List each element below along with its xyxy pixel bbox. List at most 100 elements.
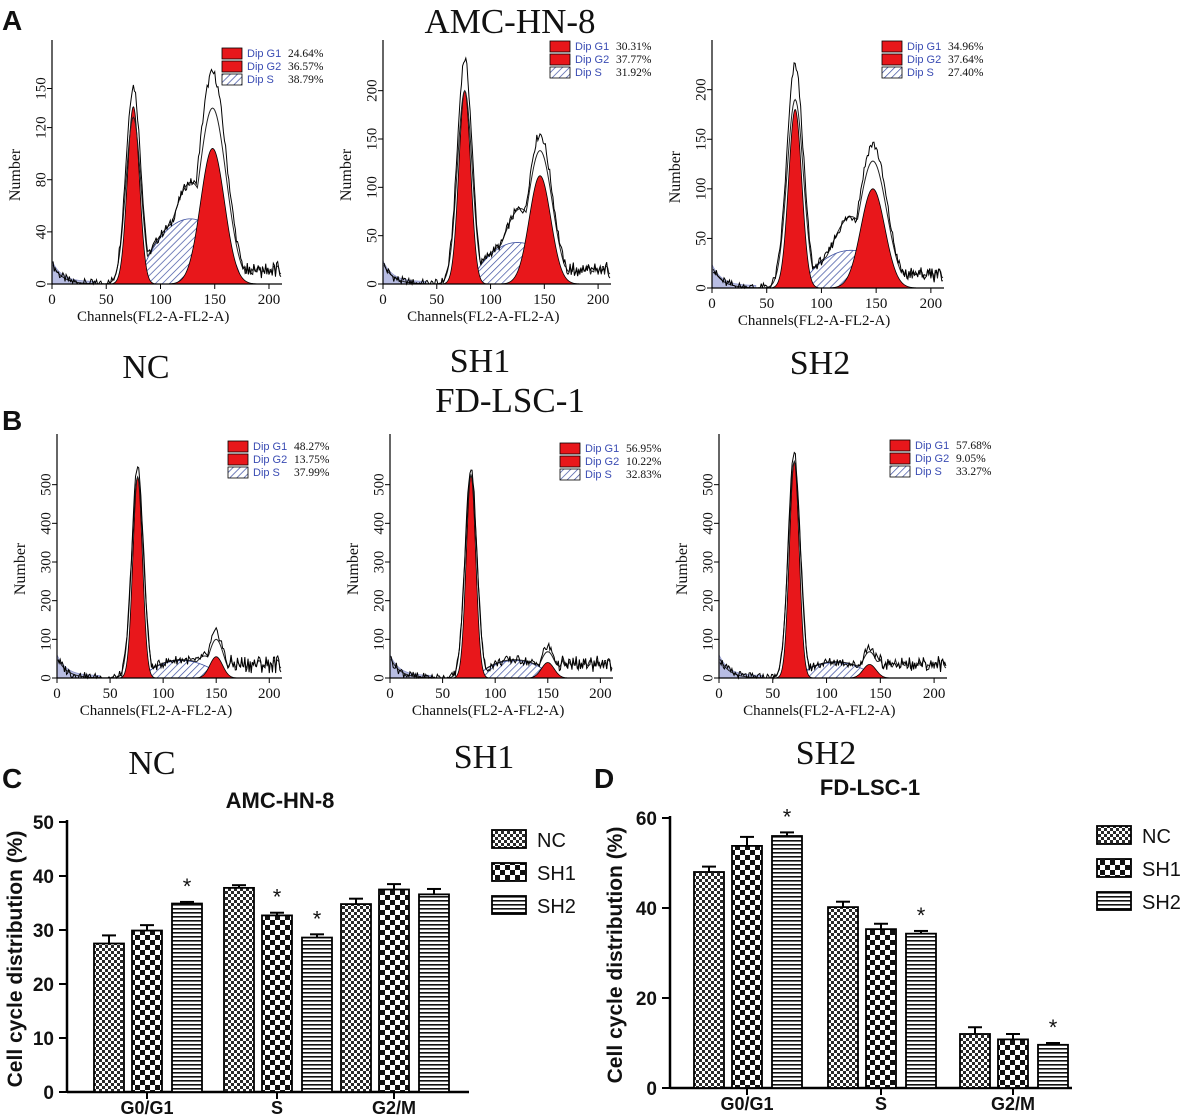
histogram-fdlsc-sh2: 0 50 100 150 200 0 100 200 300 400 500 Channels(FL2… xyxy=(674,434,992,772)
x-axis-label: Channels(FL2-A-FL2-A) xyxy=(77,309,229,325)
y-tick-label: 400 xyxy=(371,512,387,535)
x-tick-label: 0 xyxy=(48,292,56,308)
legend-swatch xyxy=(227,440,249,453)
x-axis-label: Channels(FL2-A-FL2-A) xyxy=(407,309,559,325)
sample-label: SH2 xyxy=(790,345,850,382)
y-tick-label: 10 xyxy=(33,1029,54,1050)
y-tick-label: 20 xyxy=(33,975,54,996)
category-label: G0/G1 xyxy=(120,1098,173,1118)
y-axis-label: Number xyxy=(338,148,355,201)
y-tick-label: 100 xyxy=(700,628,716,651)
y-tick-label: 80 xyxy=(33,172,49,187)
g1-peak xyxy=(109,106,158,285)
legend-percent: 9.05% xyxy=(956,453,986,465)
sample-label: NC xyxy=(122,349,169,386)
legend-percent: 48.27% xyxy=(294,441,330,453)
raw-data-line xyxy=(57,465,282,680)
legend-percent: 33.27% xyxy=(956,466,992,478)
chart-title: FD-LSC-1 xyxy=(820,775,920,800)
y-tick-label: 100 xyxy=(364,176,380,199)
g2-peak xyxy=(164,148,261,285)
x-tick-label: 150 xyxy=(533,292,556,308)
legend-swatch xyxy=(549,66,571,79)
y-tick-label: 200 xyxy=(371,589,387,612)
x-tick-label: 0 xyxy=(708,296,716,312)
bar-sh1 xyxy=(865,928,897,1089)
y-axis-label: Cell cycle distribution (%) xyxy=(4,831,27,1088)
y-axis-label: Cell cycle distribution (%) xyxy=(604,827,627,1084)
bar-sh2 xyxy=(905,932,937,1089)
legend-swatch xyxy=(881,66,903,79)
y-axis-label: Number xyxy=(674,542,691,595)
legend-swatch xyxy=(491,829,527,849)
bar-nc xyxy=(959,1033,991,1089)
legend-label: Dip G1 xyxy=(907,41,941,53)
histogram-fdlsc-nc: 0 50 100 150 200 0 100 200 300 400 500 Channels(FL2… xyxy=(12,434,330,782)
x-tick-label: 50 xyxy=(429,292,444,308)
category-label: S xyxy=(271,1098,283,1118)
y-tick-label: 30 xyxy=(33,921,54,942)
raw-data-line xyxy=(52,68,282,286)
bar-sh2 xyxy=(171,902,203,1093)
legend-swatch xyxy=(889,465,911,478)
legend-label: Dip G1 xyxy=(915,440,949,452)
x-axis-label: Channels(FL2-A-FL2-A) xyxy=(80,703,232,719)
legend-swatch xyxy=(881,53,903,66)
x-tick-label: 150 xyxy=(865,296,888,312)
legend-label: SH2 xyxy=(537,896,576,918)
y-tick-label: 150 xyxy=(33,77,49,100)
legend-percent: 56.95% xyxy=(626,443,662,455)
bar-sh2 xyxy=(771,835,803,1089)
sample-label: SH1 xyxy=(450,343,510,380)
legend-percent: 31.92% xyxy=(616,67,652,79)
legend-swatch xyxy=(491,895,527,915)
significance-star: * xyxy=(1049,1015,1058,1040)
histogram-fdlsc-sh1: 0 50 100 150 200 0 100 200 300 400 500 Channels(FL2… xyxy=(345,434,662,776)
x-tick-label: 0 xyxy=(53,686,61,702)
y-tick-label: 40 xyxy=(636,899,657,920)
y-tick-label: 40 xyxy=(33,224,49,239)
legend-label: NC xyxy=(537,830,566,852)
legend-percent: 24.64% xyxy=(288,48,324,60)
bar-nc xyxy=(93,942,125,1093)
legend-swatch xyxy=(881,40,903,53)
model-fit-line xyxy=(719,459,947,679)
x-tick-label: 150 xyxy=(203,292,226,308)
legend-label: Dip S xyxy=(253,467,280,479)
y-tick-label: 0 xyxy=(364,280,380,288)
y-axis-label: Number xyxy=(12,542,29,595)
significance-star: * xyxy=(273,885,282,910)
y-tick-label: 100 xyxy=(38,628,54,651)
y-tick-label: 100 xyxy=(371,628,387,651)
panel-letter-b: B xyxy=(2,405,22,436)
bar-sh2 xyxy=(301,936,333,1093)
g1-peak xyxy=(440,89,489,285)
legend-swatch xyxy=(227,453,249,466)
legend-label: Dip S xyxy=(915,466,942,478)
y-tick-label: 40 xyxy=(33,867,54,888)
y-axis-label: Number xyxy=(345,542,362,595)
category-label: S xyxy=(875,1094,887,1114)
y-tick-label: 0 xyxy=(693,284,709,292)
significance-star: * xyxy=(183,874,192,899)
g1-peak xyxy=(774,460,814,679)
x-axis-label: Channels(FL2-A-FL2-A) xyxy=(738,313,890,329)
legend-percent: 27.40% xyxy=(948,67,984,79)
x-tick-label: 50 xyxy=(765,686,780,702)
y-tick-label: 50 xyxy=(693,231,709,246)
x-tick-label: 100 xyxy=(152,686,175,702)
x-tick-label: 50 xyxy=(103,686,118,702)
y-tick-label: 400 xyxy=(700,512,716,535)
y-tick-label: 50 xyxy=(33,813,54,834)
legend-percent: 30.31% xyxy=(616,41,652,53)
y-tick-label: 300 xyxy=(700,551,716,574)
g2-peak xyxy=(496,175,584,285)
histogram-amc-sh2: 0 50 100 150 200 0 50 100 150 200 Channels(FL2-A-F… xyxy=(667,40,984,382)
x-tick-label: 200 xyxy=(587,292,610,308)
bar-sh2 xyxy=(418,893,450,1093)
y-tick-label: 100 xyxy=(693,178,709,201)
x-tick-label: 100 xyxy=(479,292,502,308)
x-tick-label: 50 xyxy=(435,686,450,702)
legend-label: Dip G1 xyxy=(247,48,281,60)
y-tick-label: 150 xyxy=(693,128,709,151)
